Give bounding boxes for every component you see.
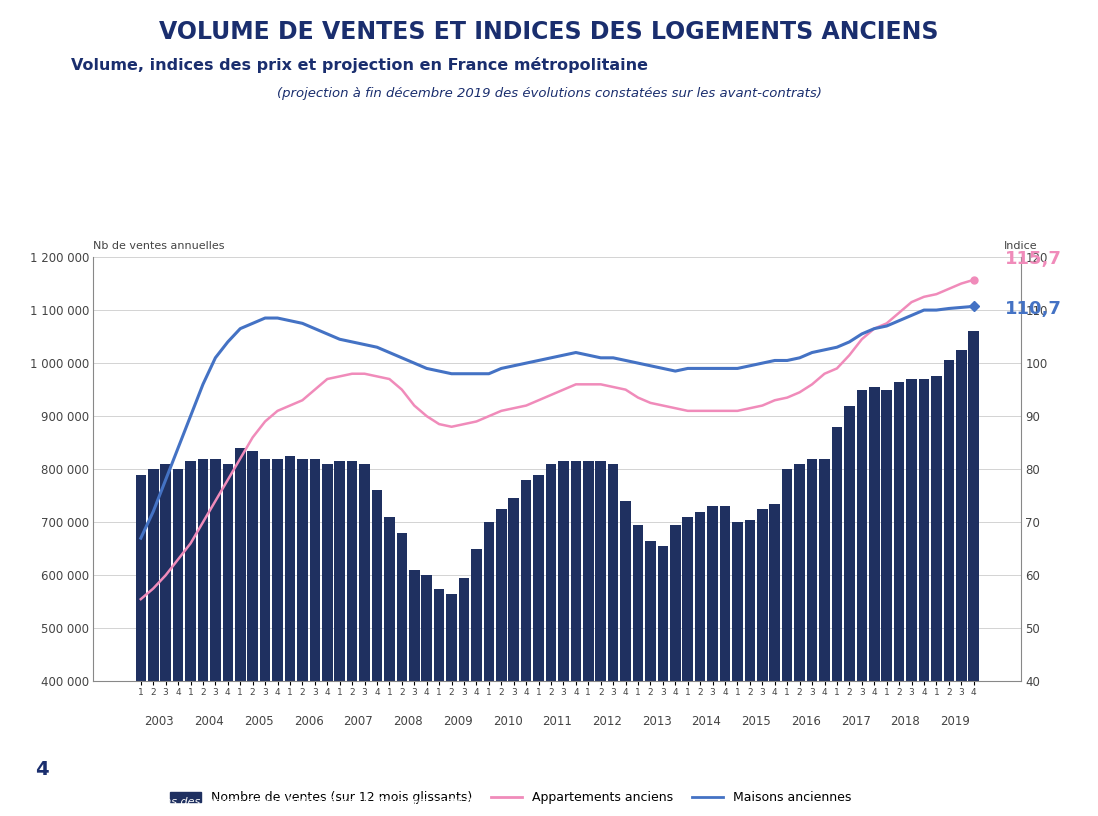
- Bar: [906, 379, 917, 816]
- Bar: [956, 350, 966, 816]
- Text: Indices séries brutes: Indices séries brutes: [93, 738, 232, 752]
- Bar: [720, 506, 730, 816]
- Bar: [546, 463, 557, 816]
- Legend: Nombre de ventes (sur 12 mois glissants), Appartements anciens, Maisons ancienne: Nombre de ventes (sur 12 mois glissants)…: [164, 785, 859, 811]
- Bar: [384, 517, 394, 816]
- Bar: [620, 501, 631, 816]
- Bar: [571, 461, 581, 816]
- Bar: [148, 469, 158, 816]
- Text: 4: 4: [35, 760, 48, 778]
- Bar: [422, 575, 432, 816]
- Bar: [583, 461, 594, 816]
- Text: 110,7: 110,7: [1005, 300, 1062, 318]
- Bar: [646, 541, 656, 816]
- Bar: [260, 459, 270, 816]
- Bar: [508, 499, 519, 816]
- Bar: [446, 594, 457, 816]
- Bar: [396, 533, 407, 816]
- Bar: [695, 512, 706, 816]
- Text: Volume, indices des prix et projection en France métropolitaine: Volume, indices des prix et projection e…: [71, 57, 649, 73]
- Text: Indice: Indice: [1004, 242, 1038, 251]
- Bar: [408, 570, 419, 816]
- Bar: [632, 525, 643, 816]
- Bar: [670, 525, 681, 816]
- Text: Les projections des indices sont calculées à partir des avant-contrats: Les projections des indices sont calculé…: [93, 796, 479, 807]
- Bar: [807, 459, 817, 816]
- Bar: [247, 450, 258, 816]
- Bar: [943, 361, 954, 816]
- Bar: [534, 474, 544, 816]
- Bar: [310, 459, 321, 816]
- Bar: [223, 463, 233, 816]
- Circle shape: [0, 751, 261, 788]
- Bar: [496, 509, 506, 816]
- Bar: [322, 463, 333, 816]
- Text: VOLUME DE VENTES ET INDICES DES LOGEMENTS ANCIENS: VOLUME DE VENTES ET INDICES DES LOGEMENT…: [159, 20, 939, 44]
- Bar: [782, 469, 793, 816]
- Bar: [284, 456, 295, 816]
- Bar: [160, 463, 171, 816]
- Bar: [683, 517, 693, 816]
- Bar: [658, 546, 669, 816]
- Bar: [272, 459, 283, 816]
- Bar: [210, 459, 221, 816]
- Bar: [595, 461, 606, 816]
- Bar: [856, 389, 867, 816]
- Text: Sources :  CGEDD d'après DGFiP (MEDOC) et
bases notariales: Sources : CGEDD d'après DGFiP (MEDOC) et…: [512, 755, 806, 783]
- Text: (projection à fin décembre 2019 des évolutions constatées sur les avant-contrats: (projection à fin décembre 2019 des évol…: [277, 87, 821, 100]
- Bar: [819, 459, 830, 816]
- Bar: [757, 509, 768, 816]
- Bar: [186, 461, 195, 816]
- Bar: [558, 461, 569, 816]
- Bar: [298, 459, 307, 816]
- Bar: [198, 459, 209, 816]
- Bar: [335, 461, 345, 816]
- Bar: [135, 474, 146, 816]
- Bar: [919, 379, 929, 816]
- Bar: [235, 448, 246, 816]
- Text: Base 100 : moyenne annuelle 2015: Base 100 : moyenne annuelle 2015: [93, 766, 325, 779]
- Bar: [359, 463, 370, 816]
- Bar: [931, 376, 942, 816]
- Bar: [707, 506, 718, 816]
- Bar: [794, 463, 805, 816]
- Bar: [520, 480, 531, 816]
- Bar: [483, 522, 494, 816]
- Bar: [608, 463, 618, 816]
- Bar: [372, 490, 382, 816]
- Bar: [968, 331, 979, 816]
- Text: Nb de ventes annuelles: Nb de ventes annuelles: [93, 242, 225, 251]
- Bar: [347, 461, 358, 816]
- Bar: [732, 522, 742, 816]
- Text: 115,7: 115,7: [1005, 250, 1062, 268]
- Text: Notaires
de France: Notaires de France: [968, 758, 1030, 780]
- Bar: [459, 578, 469, 816]
- Bar: [882, 389, 892, 816]
- Bar: [869, 387, 879, 816]
- Bar: [172, 469, 183, 816]
- Bar: [831, 427, 842, 816]
- Bar: [471, 548, 482, 816]
- Bar: [894, 382, 905, 816]
- Bar: [770, 503, 780, 816]
- Bar: [744, 520, 755, 816]
- Bar: [434, 588, 445, 816]
- Bar: [844, 406, 854, 816]
